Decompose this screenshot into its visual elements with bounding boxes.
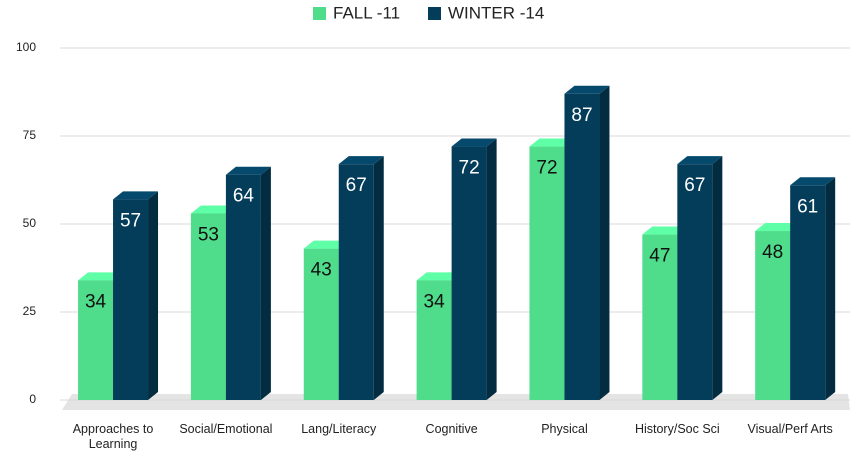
data-label: 53 (198, 224, 219, 245)
bar-top (190, 205, 236, 214)
bar-side (825, 177, 836, 400)
y-tick-label: 75 (23, 128, 37, 142)
x-tick-label: Physical (541, 422, 588, 436)
x-tick-label: Cognitive (425, 422, 478, 436)
bar-top (416, 272, 462, 281)
bar-side (260, 166, 271, 400)
bar (190, 213, 226, 400)
bar-top (677, 156, 723, 165)
bar-side (148, 191, 159, 400)
data-label: 43 (311, 260, 332, 281)
data-label: 34 (424, 291, 446, 312)
bar-top (78, 272, 124, 281)
bar-top (303, 240, 349, 249)
x-tick-label: Visual/Perf Arts (747, 422, 833, 436)
bar-top (790, 177, 836, 186)
bar (338, 164, 374, 400)
bar-top (225, 166, 271, 175)
bar-top (338, 156, 384, 165)
x-tick-label: Lang/Literacy (301, 422, 377, 436)
data-label: 72 (459, 158, 480, 179)
data-label: 61 (797, 196, 818, 217)
bar-top (113, 191, 159, 200)
data-label: 48 (762, 242, 783, 263)
bar (451, 146, 487, 400)
bar-side (373, 156, 384, 400)
bar (78, 280, 114, 400)
data-label: 47 (649, 246, 670, 267)
y-tick-label: 50 (23, 216, 37, 230)
data-label: 87 (571, 105, 592, 126)
bar (303, 248, 339, 400)
bar (564, 93, 600, 400)
y-tick-label: 100 (16, 40, 36, 54)
bar (755, 231, 791, 400)
bar (677, 164, 713, 400)
data-label: 67 (684, 175, 705, 196)
bar (642, 234, 678, 400)
x-tick-label: Social/Emotional (179, 422, 273, 436)
bar (225, 174, 261, 400)
bar-top (451, 138, 497, 147)
data-label: 57 (120, 210, 141, 231)
data-label: 34 (85, 291, 107, 312)
bar-top (529, 138, 575, 147)
x-tick-label: Approaches to Learning (72, 422, 154, 451)
legend-label: FALL -11 (333, 3, 400, 22)
bar-top (642, 226, 688, 235)
data-label: 67 (346, 175, 367, 196)
bar (416, 280, 452, 400)
legend-label: WINTER -14 (448, 3, 544, 22)
bar (529, 146, 565, 400)
bar (113, 199, 149, 400)
legend-swatch (428, 7, 441, 20)
data-label: 72 (536, 158, 557, 179)
bar-top (564, 85, 610, 94)
bar-side (486, 138, 497, 400)
y-tick-label: 0 (29, 392, 36, 406)
bar (790, 185, 826, 400)
bar-side (599, 85, 610, 400)
y-tick-label: 25 (23, 304, 37, 318)
data-label: 64 (233, 186, 255, 207)
bar-top (755, 223, 801, 232)
bar-side (712, 156, 723, 400)
x-tick-label: History/Soc Sci (634, 422, 720, 436)
legend-swatch (313, 7, 326, 20)
